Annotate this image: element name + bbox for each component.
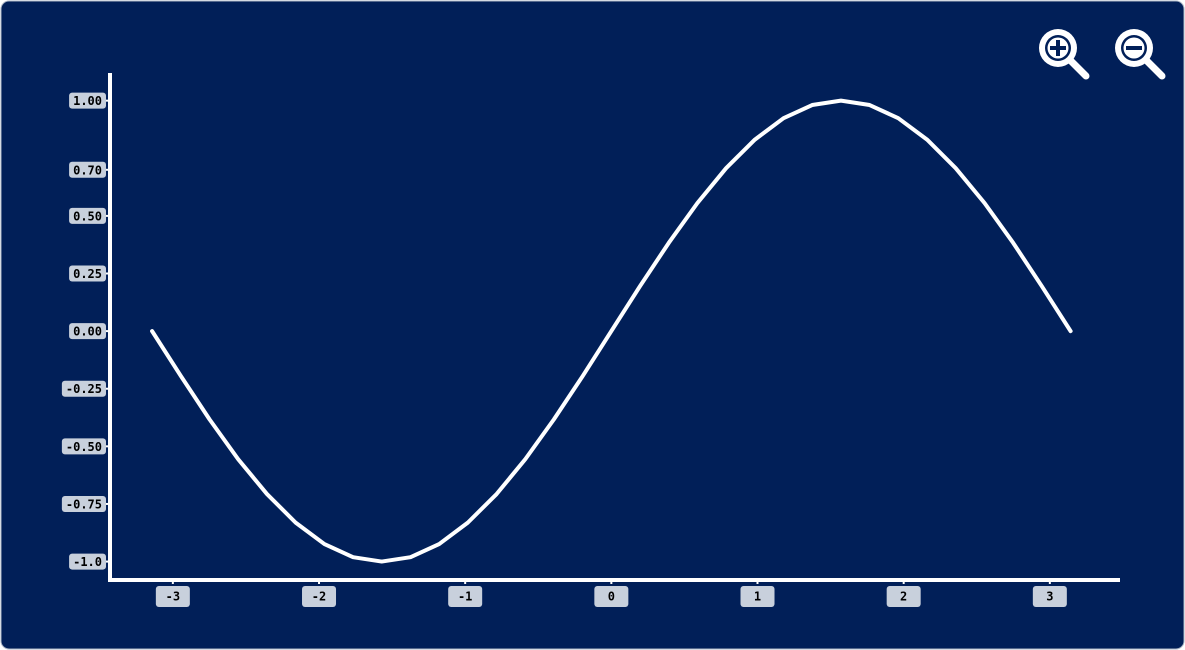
y-tick-label-bg [61,438,106,455]
x-tick-label: 2 [900,590,907,604]
y-tick-label-bg [69,323,106,340]
y-tick-label: -0.25 [66,382,102,396]
zoom-in-button[interactable] [1039,29,1090,80]
x-tick-label-bg [740,586,775,607]
x-tick-label-bg [1032,586,1067,607]
x-tick-label: 1 [754,590,761,604]
y-tick-label-bg [69,207,106,224]
x-tick-label: -3 [166,590,180,604]
y-tick-label-bg [69,92,106,109]
y-tick-label-bg [69,161,106,178]
y-tick-label: 0.70 [73,163,102,177]
x-tick-label: -1 [458,590,472,604]
y-tick-label: 0.50 [73,209,102,223]
y-tick-label: 0.00 [73,325,102,339]
line [150,98,1073,564]
y-tick-label: -1.0 [73,555,102,569]
y-tick-label: -0.75 [66,497,102,511]
x-tick-label-bg [155,586,190,607]
y-tick-label-bg [69,553,106,570]
x-tick-label-bg [594,586,629,607]
x-tick-label: -2 [312,590,326,604]
y-tick-label-bg [61,495,106,512]
y-tick-label: 0.25 [73,267,102,281]
x-tick-label-bg [886,586,921,607]
y-tick-label-bg [61,380,106,397]
y-tick-label-bg [69,265,106,282]
zoom-out-button[interactable] [1115,29,1166,80]
x-tick-label-bg [448,586,483,607]
x-tick-label: 0 [608,590,615,604]
x-tick-label: 3 [1046,590,1053,604]
y-tick-label: -0.50 [66,440,102,454]
y-tick-label: 1.00 [73,94,102,108]
x-tick-label-bg [302,586,337,607]
